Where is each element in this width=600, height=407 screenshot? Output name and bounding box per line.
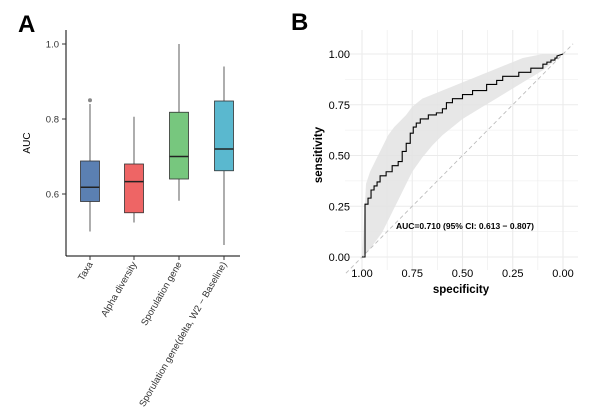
boxplot-x-labels: Taxa Alpha diversity Sporulation geneSporu… bbox=[76, 256, 230, 407]
roc-tick-labels: 1.00 0.75 0.50 0.25 0.00 0.00 0.25 0.50 0.75 1.00 bbox=[329, 49, 574, 280]
roc-panel: 1.00 0.75 0.50 0.25 0.000.000.250.500.751.00… bbox=[313, 30, 580, 296]
roc-y-tick-label: 0.50 bbox=[329, 151, 350, 163]
panel-b-label: B bbox=[291, 9, 308, 36]
roc-x-axis-title: specificity bbox=[433, 284, 490, 296]
panel-a-label: A bbox=[18, 11, 35, 38]
boxplot-outlier bbox=[88, 98, 92, 103]
boxplot-y-tick-label: 1.0 bbox=[46, 40, 59, 51]
boxplot-x-tick-label: Sporulation gene bbox=[139, 260, 184, 328]
boxplot-y-tick-label: 0.8 bbox=[46, 115, 59, 126]
roc-x-tick-label: 0.75 bbox=[402, 268, 423, 280]
boxplot-box bbox=[80, 160, 100, 202]
boxplot-x-tick-label: Taxa bbox=[76, 259, 96, 282]
roc-x-tick-label: 0.00 bbox=[552, 268, 573, 280]
boxplot-x-tick-label: Sporulation gene(delta, W2 − Baseline) bbox=[137, 260, 229, 407]
boxplot-box bbox=[169, 111, 189, 180]
roc-x-tick-label: 0.25 bbox=[502, 268, 523, 280]
roc-x-tick-label: 1.00 bbox=[351, 268, 372, 280]
roc-y-tick-label: 0.75 bbox=[329, 100, 350, 112]
auc-annotation: AUC=0.710 (95% CI: 0.613 − 0.807) bbox=[396, 221, 534, 231]
boxplot-box bbox=[124, 163, 144, 214]
boxplot-x-tick-label: Alpha diversity bbox=[99, 260, 140, 319]
roc-y-tick-label: 0.00 bbox=[329, 252, 350, 264]
roc-curve bbox=[362, 53, 564, 258]
roc-x-tick-label: 0.50 bbox=[452, 268, 473, 280]
boxplot-box bbox=[214, 100, 234, 172]
boxplot-panel: 0.6 0.8 1.0 Taxa Alpha diversity Sporulation… bbox=[22, 30, 240, 407]
boxplot-boxes bbox=[80, 44, 234, 245]
roc-y-tick-label: 1.00 bbox=[329, 49, 350, 61]
roc-y-axis-title: sensitivity bbox=[313, 126, 325, 183]
boxplot-y-axis-title: AUC bbox=[22, 132, 33, 153]
roc-chance-diagonal bbox=[345, 43, 574, 274]
boxplot-y-tick-label: 0.6 bbox=[46, 190, 59, 201]
roc-y-tick-label: 0.25 bbox=[329, 201, 350, 213]
boxplot-y-ticks: 0.6 0.8 1.0 bbox=[46, 40, 66, 201]
